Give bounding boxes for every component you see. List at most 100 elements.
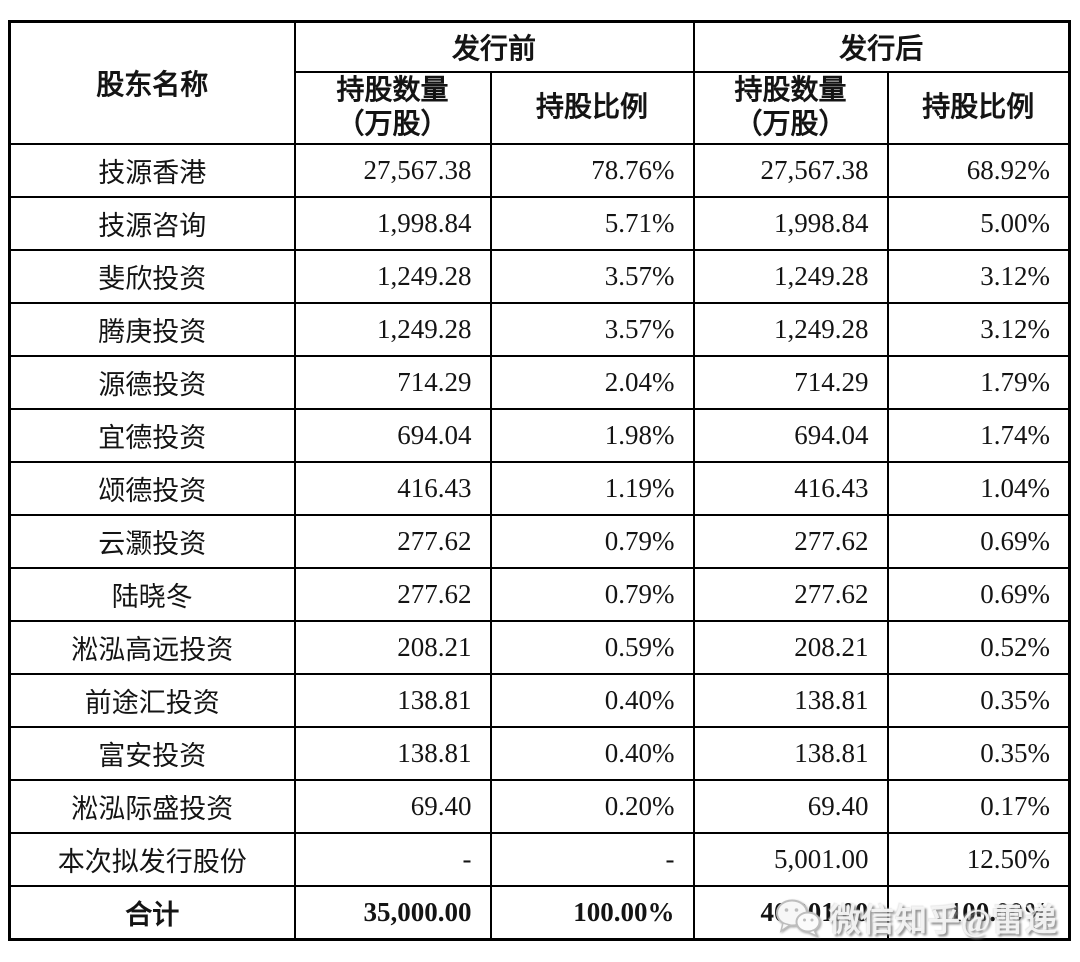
post-pct-cell: 3.12% [886,302,1071,357]
shareholder-name-cell: 云灏投资 [8,514,296,569]
post-pct-cell: 0.69% [886,514,1071,569]
post-pct-cell: 1.79% [886,355,1071,410]
table-body: 技源香港 27,567.38 78.76% 27,567.38 68.92% 技… [8,143,1071,941]
shareholder-name-cell: 前途汇投资 [8,673,296,728]
shareholder-name-cell: 合计 [8,885,296,941]
pre-shares-cell: 277.62 [293,514,492,569]
shareholder-name-cell: 淞泓际盛投资 [8,779,296,834]
pre-pct-cell: 3.57% [489,302,695,357]
pre-shares-cell: - [293,832,492,887]
col-group-post-issue: 发行后 [692,20,1071,73]
pre-pct-cell: 0.20% [489,779,695,834]
col-header-pre-shares: 持股数量 （万股） [293,71,492,145]
table-row: 本次拟发行股份 - - 5,001.00 12.50% [8,832,1071,887]
post-shares-cell: 714.29 [692,355,889,410]
pre-pct-cell: 0.79% [489,514,695,569]
pre-shares-cell: 714.29 [293,355,492,410]
pre-pct-cell: 0.40% [489,673,695,728]
table-row: 云灏投资 277.62 0.79% 277.62 0.69% [8,514,1071,569]
col-group-pre-issue: 发行前 [293,20,695,73]
table-row: 淞泓际盛投资 69.40 0.20% 69.40 0.17% [8,779,1071,834]
post-shares-cell: 138.81 [692,673,889,728]
post-shares-cell: 208.21 [692,620,889,675]
watermark: 微信知乎@雷递 [775,894,1058,942]
post-pct-cell: 0.69% [886,567,1071,622]
pre-pct-cell: - [489,832,695,887]
shareholder-name-cell: 腾庚投资 [8,302,296,357]
table-header: 股东名称 发行前 发行后 持股数量 （万股） 持股比例 持股数量 （万股） 持股… [8,20,1071,145]
table-row: 前途汇投资 138.81 0.40% 138.81 0.35% [8,673,1071,728]
post-shares-cell: 27,567.38 [692,143,889,198]
post-pct-cell: 0.35% [886,726,1071,781]
table-row: 陆晓冬 277.62 0.79% 277.62 0.69% [8,567,1071,622]
table-row: 宜德投资 694.04 1.98% 694.04 1.74% [8,408,1071,463]
header-line-shares-unit: （万股） [734,109,847,140]
header-line-shares-qty: 持股数量 [734,74,847,106]
post-pct-cell: 12.50% [886,832,1071,887]
pre-pct-cell: 0.40% [489,726,695,781]
shareholder-name-cell: 本次拟发行股份 [8,832,296,887]
table-row: 富安投资 138.81 0.40% 138.81 0.35% [8,726,1071,781]
pre-pct-cell: 1.19% [489,461,695,516]
post-pct-cell: 0.35% [886,673,1071,728]
pre-shares-cell: 277.62 [293,567,492,622]
table-row: 源德投资 714.29 2.04% 714.29 1.79% [8,355,1071,410]
pre-pct-cell: 3.57% [489,249,695,304]
table-row: 技源咨询 1,998.84 5.71% 1,998.84 5.00% [8,196,1071,251]
shareholder-name-cell: 技源香港 [8,143,296,198]
header-row-subcolumns: 持股数量 （万股） 持股比例 持股数量 （万股） 持股比例 [10,71,1071,145]
table-row: 斐欣投资 1,249.28 3.57% 1,249.28 3.12% [8,249,1071,304]
pre-shares-cell: 138.81 [293,673,492,728]
col-header-post-pct: 持股比例 [886,71,1071,145]
post-shares-cell: 1,249.28 [692,249,889,304]
pre-pct-cell: 100.00% [489,885,695,941]
post-shares-cell: 277.62 [692,567,889,622]
pre-pct-cell: 1.98% [489,408,695,463]
pre-pct-cell: 0.79% [489,567,695,622]
col-header-post-shares: 持股数量 （万股） [692,71,889,145]
header-line-shares-qty: 持股数量 [336,74,449,106]
pre-pct-cell: 2.04% [489,355,695,410]
post-pct-cell: 0.52% [886,620,1071,675]
pre-shares-cell: 694.04 [293,408,492,463]
watermark-text: 微信知乎@雷递 [829,902,1058,938]
header-line-shares-unit: （万股） [336,109,449,140]
pre-shares-cell: 208.21 [293,620,492,675]
post-pct-cell: 5.00% [886,196,1071,251]
post-pct-cell: 68.92% [886,143,1071,198]
pre-shares-cell: 416.43 [293,461,492,516]
shareholder-name-cell: 颂德投资 [8,461,296,516]
shareholder-name-cell: 陆晓冬 [8,567,296,622]
shareholder-name-cell: 技源咨询 [8,196,296,251]
post-shares-cell: 138.81 [692,726,889,781]
post-shares-cell: 694.04 [692,408,889,463]
shareholder-name-cell: 淞泓高远投资 [8,620,296,675]
header-row-groups: 股东名称 发行前 发行后 [8,20,1071,145]
post-pct-cell: 100.00% [886,885,1071,941]
pre-shares-cell: 69.40 [293,779,492,834]
pre-shares-cell: 138.81 [293,726,492,781]
post-pct-cell: 1.04% [886,461,1071,516]
pre-pct-cell: 0.59% [489,620,695,675]
pre-shares-cell: 1,998.84 [293,196,492,251]
post-shares-cell: 5,001.00 [692,832,889,887]
shareholder-name-cell: 源德投资 [8,355,296,410]
pre-shares-cell: 1,249.28 [293,302,492,357]
table-row: 颂德投资 416.43 1.19% 416.43 1.04% [8,461,1071,516]
shareholder-name-cell: 斐欣投资 [8,249,296,304]
col-header-shareholder-name: 股东名称 [8,20,296,145]
table-row: 淞泓高远投资 208.21 0.59% 208.21 0.52% [8,620,1071,675]
pre-shares-cell: 27,567.38 [293,143,492,198]
post-shares-cell: 1,249.28 [692,302,889,357]
table-row: 腾庚投资 1,249.28 3.57% 1,249.28 3.12% [8,302,1071,357]
wechat-icon [775,898,821,938]
col-header-pre-pct: 持股比例 [489,71,695,145]
post-shares-cell: 277.62 [692,514,889,569]
pre-shares-cell: 35,000.00 [293,885,492,941]
post-shares-cell: 69.40 [692,779,889,834]
shareholder-name-cell: 宜德投资 [8,408,296,463]
post-pct-cell: 3.12% [886,249,1071,304]
pre-pct-cell: 5.71% [489,196,695,251]
post-shares-cell: 1,998.84 [692,196,889,251]
